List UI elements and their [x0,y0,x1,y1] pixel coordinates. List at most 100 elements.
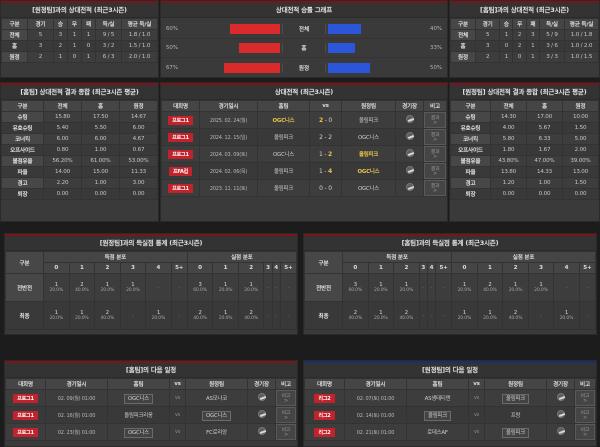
table-row[interactable]: 프로그1 02. 16(월) 01:00 올림피크리옹 vs OGC니스 비고 … [5,406,297,424]
table-row[interactable]: 리그2 02. 14(토) 01:00 올림피크 vs 프랑 비고 > [304,406,596,424]
stadium-icon[interactable] [405,115,414,123]
table-row[interactable]: 프FA컵 2024. 02. 06(목) 올림피크 1 - 4 OGC니스 결과… [161,162,447,180]
note-button[interactable]: 비고 > [575,424,595,440]
stadium-icon[interactable] [405,149,414,157]
stadium-icon[interactable] [556,410,565,418]
result-button[interactable]: 결과 > [424,180,446,196]
panel-title: [원정팀]과의 상대전적 (최근3시즌) [1,3,158,18]
result-button-label: 결과 [430,167,440,172]
panel-next-away: [원정팀]의 다음 일정 대회명 경기일시 홈팀 vs 원정팀 경기장 비고 리… [303,360,597,447]
note-cell[interactable]: 비고 > [574,423,596,441]
note-button[interactable]: 비고 > [575,390,595,406]
note-cell[interactable]: 비고 > [574,406,596,424]
stadium-icon[interactable] [556,427,565,435]
note-cell[interactable]: 결과 > [423,179,447,197]
stadium-icon[interactable] [257,393,266,401]
stadium-icon[interactable] [405,132,414,140]
cell: - [119,301,147,330]
cell: 2 [52,40,68,52]
cell: - [279,273,298,302]
cell: - [271,301,281,330]
stadium-cell[interactable] [395,128,424,146]
stadium-cell[interactable] [546,423,575,441]
row-label: 코너킥 [1,133,44,145]
cell: 2 [27,51,54,63]
stadium-cell[interactable] [395,162,424,180]
cell: 3 [52,29,68,41]
cell: 5 [474,29,501,41]
count: - [430,312,433,319]
table-row: 슈팅 14.30 17.00 10.00 [450,111,599,123]
panel-title: [홈팀] 상대전적 결과 종합 (최근3시즌 평균) [1,85,158,100]
row-label: 홈 [1,40,28,52]
col-scored-4: 4 [145,262,172,274]
pct: 20.0% [374,315,388,321]
result-button[interactable]: 결과 > [424,163,446,179]
note-cell[interactable]: 비고 > [275,423,297,441]
winrate-row-label: 원정 [298,65,310,72]
stadium-cell[interactable] [395,111,424,129]
note-cell[interactable]: 결과 > [423,111,447,129]
table-row[interactable]: 프로그1 02. 09(월) 01:00 OGC니스 vs AS모나코 비고 > [5,389,297,407]
note-cell[interactable]: 결과 > [423,128,447,146]
row-label: 코너킥 [450,133,491,145]
row-label: 홈 [450,40,476,52]
pct: 20.0% [559,315,574,321]
col-home-team: 홈팀 [257,100,310,112]
panel-accent-rule [1,83,158,85]
stadium-cell[interactable] [546,389,575,407]
stadium-icon[interactable] [556,393,565,401]
cell: 0.00 [119,188,158,200]
result-button[interactable]: 결과 > [424,112,446,128]
note-cell[interactable]: 비고 > [275,406,297,424]
home-bar-track [197,62,283,73]
row-label: 경고 [1,177,44,189]
table-row[interactable]: 프로그1 2023. 11. 11(토) 올림피크 0 - 0 OGC니스 결과… [161,179,447,197]
table-row[interactable]: 프로그1 2025. 02. 24(월) OGC니스 2 - 0 올림피크 결과… [161,111,447,129]
panel-title: [홈팀]과의 득실점 통계 (최근3시즌) [304,236,596,251]
table-header-row: 대회명 경기일시 홈팀 vs 원정팀 경기장 비고 [161,100,447,112]
col-conceded-0: 0 [451,262,478,274]
table-row: 퇴장 0.00 0.00 0.00 [1,188,158,200]
note-cell[interactable]: 비고 > [275,389,297,407]
col-away: 원정 [119,100,158,112]
count: - [565,284,568,291]
table-row[interactable]: 프로그1 2024. 12. 15(일) 올림피크 2 - 2 OGC니스 결과… [161,128,447,146]
stadium-cell[interactable] [546,406,575,424]
pct: 40.0% [100,315,115,321]
panel-accent-rule [161,1,447,3]
stadium-icon[interactable] [405,166,414,174]
stadium-cell[interactable] [247,389,276,407]
note-cell[interactable]: 비고 > [574,389,596,407]
note-cell[interactable]: 결과 > [423,145,447,163]
away-team-name: 올림피크 [358,118,379,124]
panel-next-home: [홈팀]의 다음 일정 대회명 경기일시 홈팀 vs 원정팀 경기장 비고 프로… [4,360,298,447]
away-team-name: 프랑 [510,413,521,419]
stadium-cell[interactable] [395,179,424,197]
cell: 15.80 [43,111,82,123]
note-button[interactable]: 비고 > [276,424,296,440]
stadium-icon[interactable] [257,427,266,435]
note-button[interactable]: 비고 > [276,407,296,423]
stadium-icon[interactable] [405,183,414,191]
stadium-icon[interactable] [257,410,266,418]
stadium-cell[interactable] [247,423,276,441]
stadium-cell[interactable] [247,406,276,424]
note-button[interactable]: 비고 > [575,407,595,423]
table-row[interactable]: 프로그1 02. 23(월) 01:00 OGC니스 vs FC로리앙 비고 > [5,423,297,441]
table-row: 유효슈팅 5.40 5.50 6.00 [1,122,158,134]
winrate-row: 50% 홈 33% [161,39,447,58]
note-cell[interactable]: 결과 > [423,162,447,180]
table-row[interactable]: 리그2 02. 21(토) 01:00 로데스AF vs 올림피크 비고 > [304,423,596,441]
count: 2 [353,309,357,316]
vs-label: vs [468,423,485,441]
table-row[interactable]: 프로그1 2024. 03. 09(토) OGC니스 1 - 2 올림피크 결과… [161,145,447,163]
note-button[interactable]: 비고 > [276,390,296,406]
table-row[interactable]: 리그2 02. 07(토) 01:00 AS생테티엔 vs 올림피크 비고 > [304,389,596,407]
stadium-cell[interactable] [395,145,424,163]
away-bar [328,43,356,53]
cell: - [435,273,453,302]
result-button[interactable]: 결과 > [424,129,446,145]
result-button[interactable]: 결과 > [424,146,446,162]
table-row: 홈 3 0 2 1 3 / 6 1.0 / 2.0 [450,40,599,52]
